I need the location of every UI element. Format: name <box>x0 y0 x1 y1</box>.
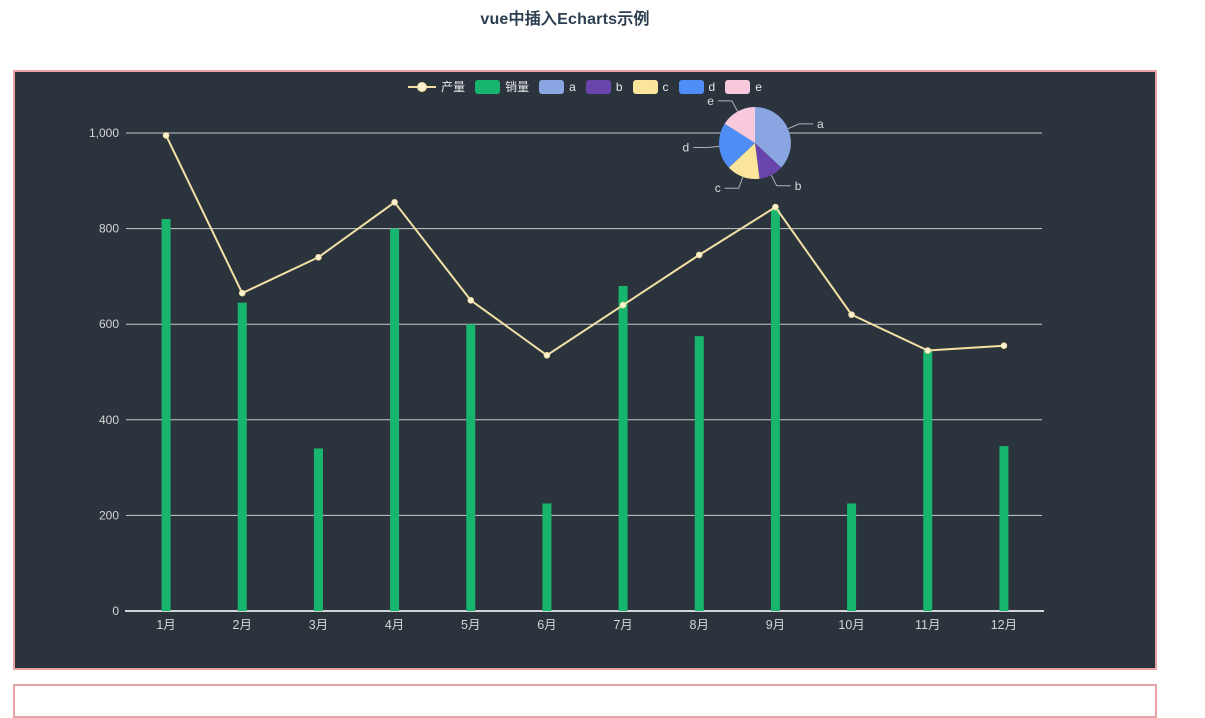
pie-label-d: d <box>683 141 690 155</box>
chart-legend: 产量 销量 a b c d e <box>15 78 1155 95</box>
bar-销量-5月[interactable] <box>466 324 476 611</box>
line-point-产量-6月[interactable] <box>543 351 551 359</box>
y-axis-label: 400 <box>99 413 119 427</box>
pie-label-b: b <box>795 179 802 193</box>
legend-item-产量[interactable]: 产量 <box>408 78 465 95</box>
legend-item-label: c <box>662 79 669 94</box>
pie-label-a: a <box>817 117 824 131</box>
legend-item-c[interactable]: c <box>632 79 669 94</box>
x-axis-label: 3月 <box>309 618 328 632</box>
legend-swatch-icon <box>632 79 658 94</box>
legend-item-label: b <box>615 79 623 94</box>
pie-slice-e[interactable] <box>724 107 755 143</box>
pie-label-line <box>693 145 720 148</box>
line-point-产量-11月[interactable] <box>924 347 932 354</box>
pie-slice-c[interactable] <box>728 143 760 179</box>
line-point-产量-12月[interactable] <box>1000 342 1008 350</box>
legend-item-label: 销量 <box>505 80 530 94</box>
x-axis-label: 7月 <box>613 618 632 632</box>
line-point-产量-3月[interactable] <box>315 253 322 261</box>
pie-slice-a[interactable] <box>755 107 791 168</box>
y-axis-label: 0 <box>112 604 119 618</box>
x-axis-label: 5月 <box>461 618 480 632</box>
legend-item-e[interactable]: e <box>725 79 762 94</box>
legend-item-b[interactable]: b <box>585 79 623 94</box>
bar-销量-3月[interactable] <box>313 448 323 611</box>
pie-label-e: e <box>707 94 714 108</box>
bar-销量-2月[interactable] <box>237 302 247 611</box>
legend-item-d[interactable]: d <box>678 79 716 94</box>
x-axis-label: 12月 <box>991 618 1017 632</box>
echarts-container: 0 200 400 600 800 1,000 1月 2月 3月 4月 5月 6月 7月 8月 9月 10月 1… <box>13 70 1157 670</box>
x-axis-label: 11月 <box>915 618 940 632</box>
bar-销量-11月[interactable] <box>923 350 933 611</box>
x-axis-label: 2月 <box>233 618 252 632</box>
page-title: vue中插入Echarts示例 <box>480 11 650 28</box>
legend-item-label: d <box>708 79 716 94</box>
legend-swatch-icon <box>585 79 611 94</box>
legend-item-a[interactable]: a <box>539 79 576 94</box>
line-series-产量[interactable] <box>165 134 1005 357</box>
bar-销量-12月[interactable] <box>999 446 1009 611</box>
legend-item-销量[interactable]: 销量 <box>475 78 529 95</box>
legend-item-label: a <box>569 79 576 94</box>
pie-label-line <box>717 100 739 112</box>
bar-销量-8月[interactable] <box>694 336 704 611</box>
line-point-产量-5月[interactable] <box>467 297 475 304</box>
y-axis-label: 1,000 <box>89 126 119 140</box>
line-point-产量-9月[interactable] <box>772 203 779 211</box>
bar-销量-1月[interactable] <box>161 219 171 612</box>
legend-swatch-icon <box>475 79 501 94</box>
x-axis-label: 1月 <box>156 618 175 632</box>
line-point-产量-2月[interactable] <box>238 289 246 297</box>
x-axis-label: 8月 <box>690 618 709 632</box>
legend-item-label: e <box>755 79 762 94</box>
y-axis-label: 600 <box>99 317 119 331</box>
x-axis-label: 9月 <box>766 618 785 632</box>
second-chart-container <box>13 684 1157 718</box>
legend-swatch-icon <box>678 79 704 94</box>
bar-销量-9月[interactable] <box>770 209 780 612</box>
line-point-产量-4月[interactable] <box>391 199 398 206</box>
combo-chart-canvas[interactable]: 0 200 400 600 800 1,000 1月 2月 3月 4月 5月 6月 7月 8月 9月 10月 1… <box>15 72 1155 668</box>
bar-销量-7月[interactable] <box>618 285 628 611</box>
line-point-产量-8月[interactable] <box>695 251 703 259</box>
bar-销量-6月[interactable] <box>542 503 552 611</box>
pie-label-line <box>787 123 814 130</box>
pie-slice-d[interactable] <box>719 123 755 168</box>
x-axis-label: 4月 <box>385 618 404 632</box>
line-point-产量-1月[interactable] <box>162 132 170 139</box>
legend-swatch-icon <box>539 79 565 94</box>
legend-item-label: 产量 <box>441 80 466 94</box>
bar-销量-4月[interactable] <box>390 228 400 611</box>
legend-swatch-icon <box>725 79 751 94</box>
pie-slice-b[interactable] <box>755 143 782 179</box>
pie-label-line <box>724 176 744 189</box>
y-axis-label: 800 <box>99 222 119 236</box>
bar-销量-10月[interactable] <box>847 503 857 611</box>
pie-label-c: c <box>715 181 721 195</box>
y-axis-label: 200 <box>99 508 119 522</box>
line-point-产量-7月[interactable] <box>619 301 627 309</box>
x-axis-label: 10月 <box>838 618 864 632</box>
line-point-产量-10月[interactable] <box>848 311 855 318</box>
pie-label-line <box>770 174 791 187</box>
x-axis-label: 6月 <box>537 618 556 632</box>
legend-line-marker-icon <box>408 80 437 94</box>
